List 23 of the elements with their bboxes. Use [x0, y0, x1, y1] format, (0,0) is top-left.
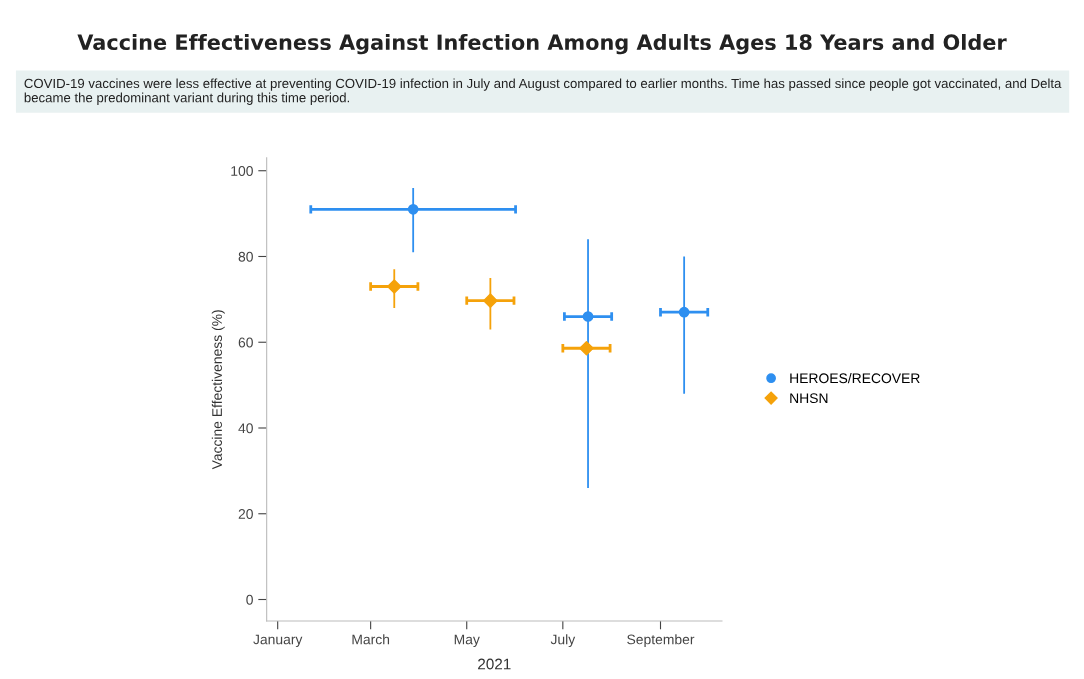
y-tick-label: 60 — [238, 337, 253, 348]
point — [582, 311, 594, 322]
y-tick-label: 100 — [231, 166, 253, 176]
x-axis-title: 2021 — [478, 658, 511, 670]
legend-label: NHSN — [790, 393, 828, 404]
chart-title: Vaccine Effectiveness Against Infection Among Adults Ages 18 Years and Older — [77, 33, 1007, 55]
x-tick-label: July — [550, 634, 576, 648]
chart-subtitle: COVID-19 vaccines were less effective at preventing COVID-19 infection in July and August compared to earlier months. Time has passed since people got vaccinated, and Delta became the predominant variant during this time period. — [24, 78, 1062, 105]
x-tick-label: January — [253, 634, 303, 648]
point — [407, 203, 419, 215]
point — [579, 340, 594, 356]
y-tick-label: 0 — [246, 594, 253, 605]
y-tick-label: 80 — [238, 251, 253, 262]
y-tick-label: 20 — [238, 509, 253, 519]
x-tick-label: March — [352, 634, 390, 645]
x-tick-label: May — [454, 634, 480, 648]
point — [678, 306, 690, 318]
point — [386, 279, 402, 294]
x-tick-label: September — [627, 634, 695, 648]
y-axis-title: Vaccine Effectiveness (%) — [211, 310, 225, 470]
legend-label: HEROES/RECOVER — [790, 372, 920, 384]
point — [483, 293, 498, 308]
y-tick-label: 40 — [238, 423, 253, 434]
